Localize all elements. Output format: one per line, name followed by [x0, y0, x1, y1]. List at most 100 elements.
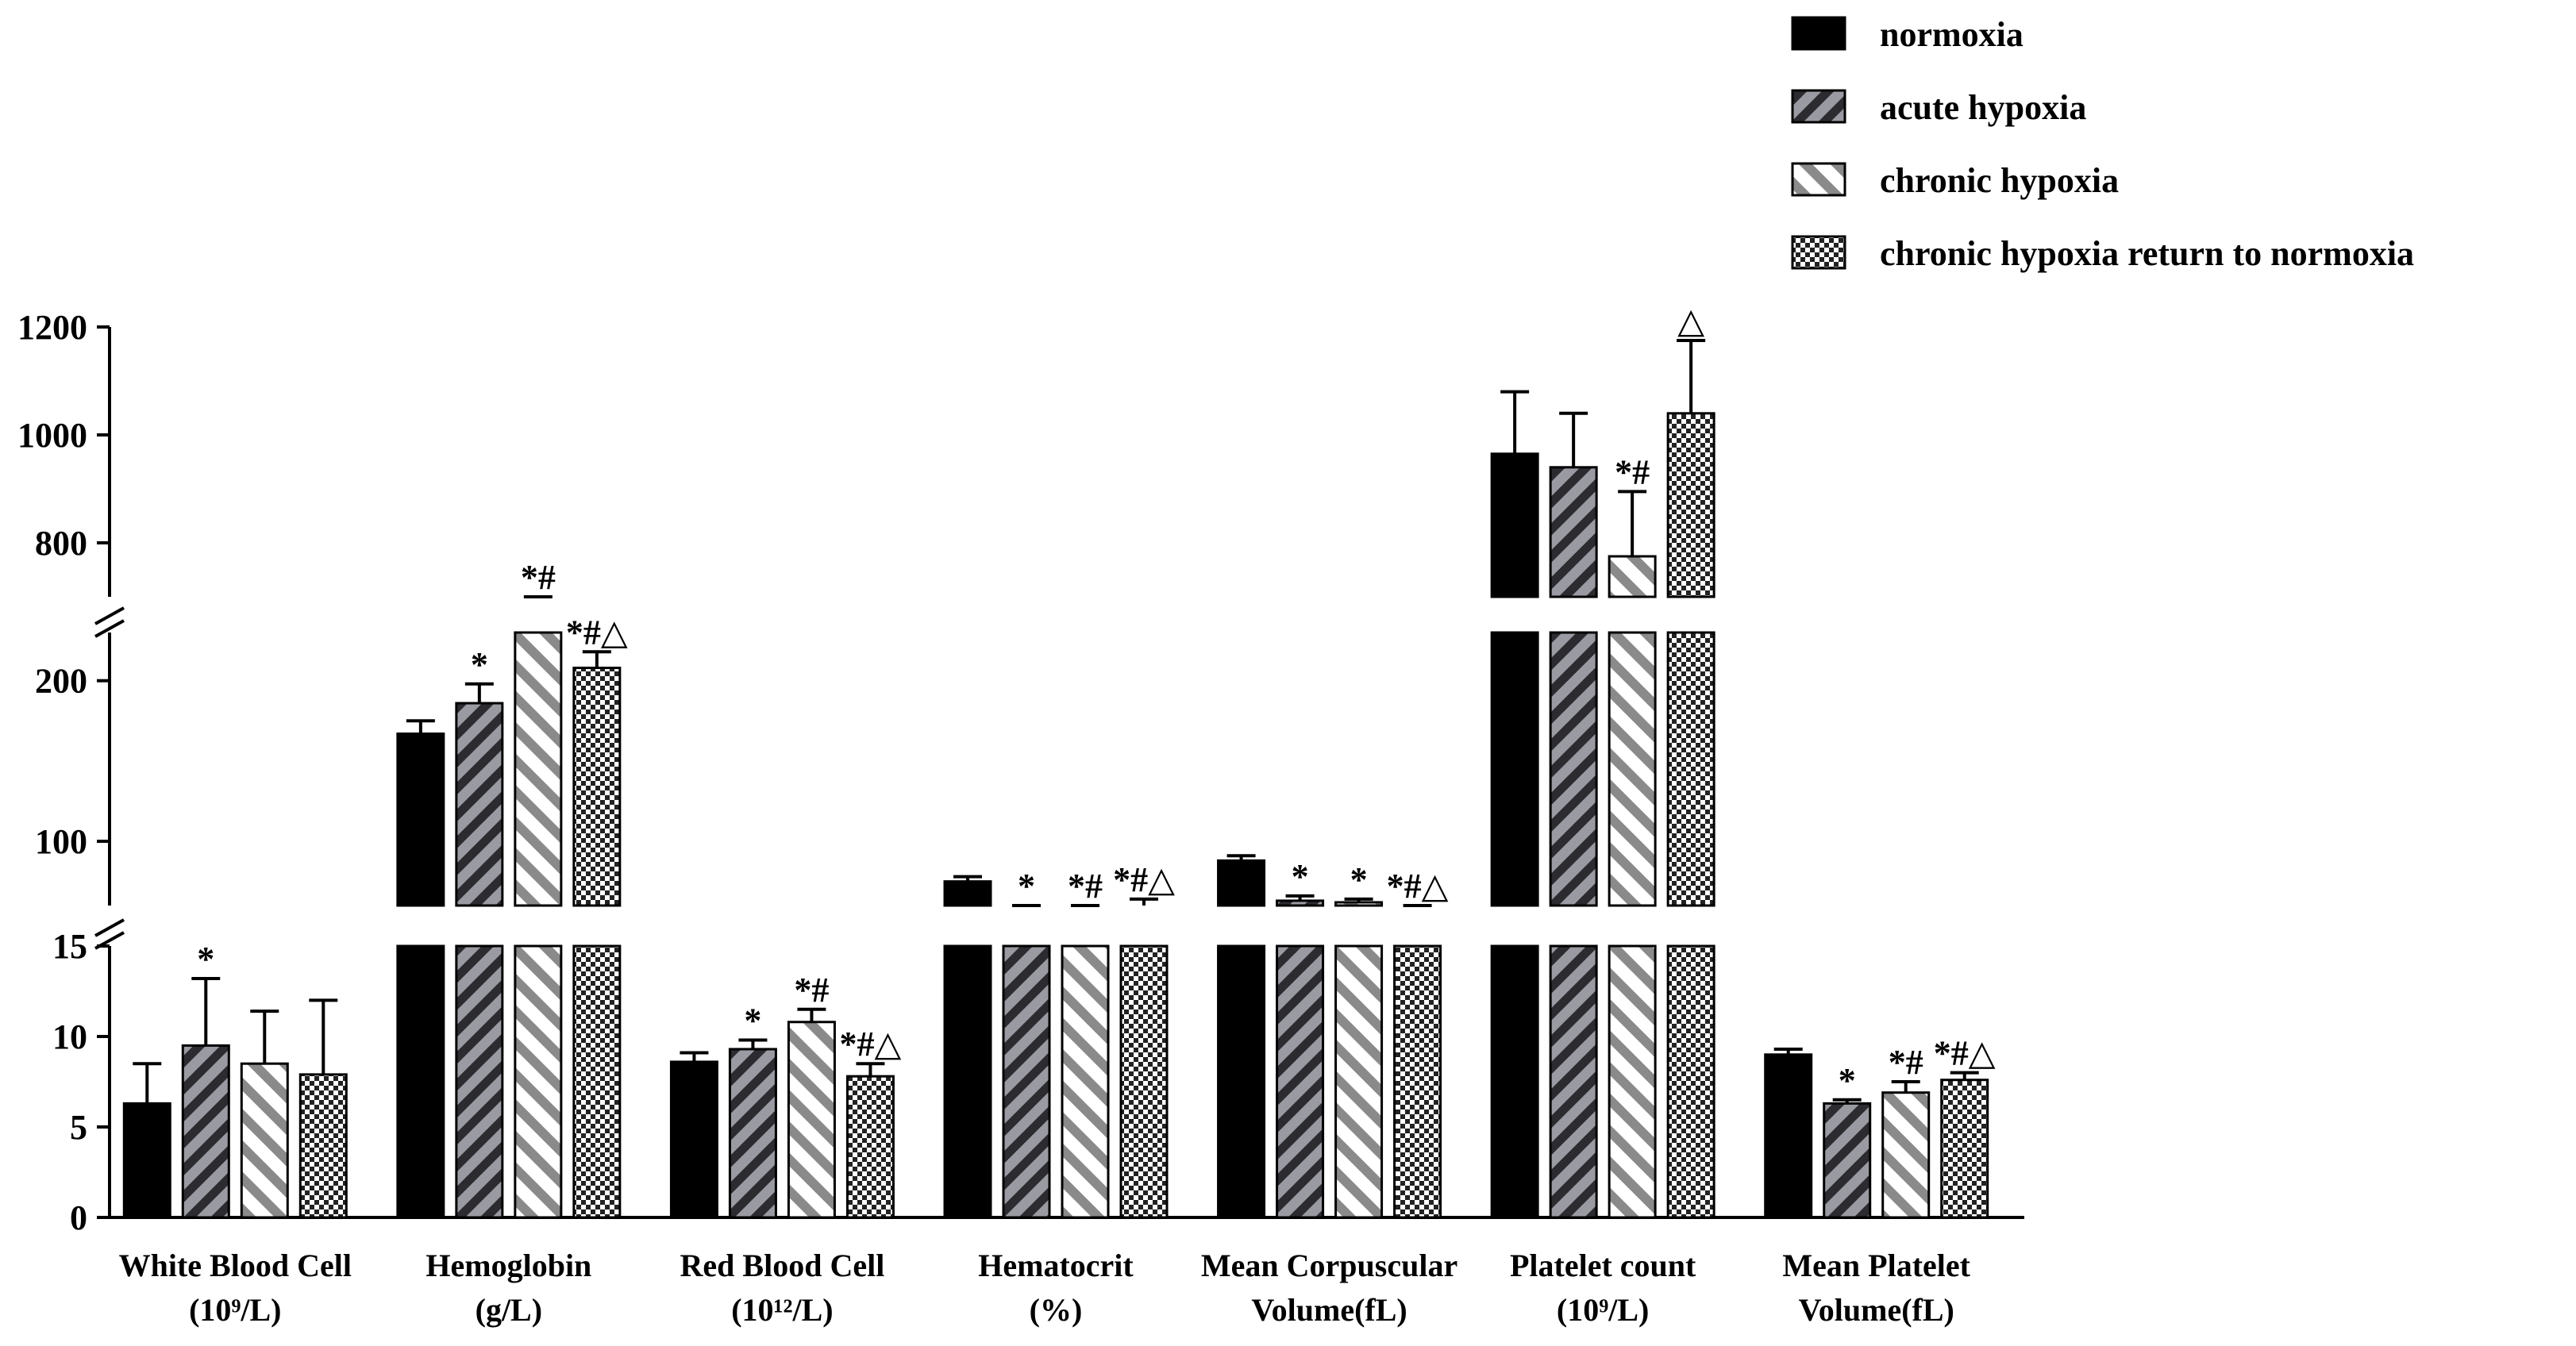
- significance-label: *#: [1889, 1043, 1923, 1082]
- y-tick-label: 800: [35, 524, 87, 563]
- y-tick-label: 1200: [17, 308, 87, 347]
- bar: [240, 1062, 289, 1219]
- bar: [455, 702, 504, 907]
- axis-break-mark: [94, 918, 125, 937]
- category-label: Hemoglobin: [425, 1248, 591, 1283]
- category-label: Hematocrit: [978, 1248, 1134, 1283]
- legend: normoxia acute hypoxia chronic hypoxia chro…: [1791, 15, 2414, 273]
- significance-label: *: [1018, 867, 1035, 906]
- significance-label: *: [1292, 857, 1309, 896]
- bar: [1490, 944, 1539, 1219]
- bar: [514, 631, 563, 907]
- category-unit-label: Volume(fL): [1799, 1292, 1954, 1328]
- y-tick-label: 10: [52, 1017, 87, 1056]
- significance-label: *#: [794, 971, 829, 1010]
- category-unit-label: (%): [1030, 1292, 1083, 1328]
- bar: [1549, 631, 1598, 907]
- significance-label: *#△: [1387, 867, 1449, 906]
- y-tick-label: 15: [52, 927, 87, 966]
- bars: ***#*#△**#*#△* *# *#△ * * *#△*#△* *# *#△: [122, 302, 1996, 1219]
- bar: [1549, 466, 1598, 598]
- bar: [122, 1102, 171, 1219]
- significance-label: *#△: [566, 613, 628, 652]
- bar: [1061, 944, 1110, 1219]
- bar: [1666, 944, 1715, 1219]
- bar: [396, 944, 445, 1219]
- y-tick-label: 1000: [17, 416, 87, 455]
- bar: [787, 1021, 836, 1219]
- significance-label: *: [197, 940, 214, 979]
- category-label: Red Blood Cell: [680, 1248, 885, 1283]
- bar: [1608, 944, 1657, 1219]
- legend-label: chronic hypoxia: [1880, 161, 2119, 200]
- bar: [1217, 859, 1266, 907]
- bar: [572, 667, 622, 907]
- bar: [396, 732, 445, 907]
- bar: [943, 944, 992, 1219]
- category-label: Platelet count: [1510, 1248, 1696, 1283]
- legend-swatch: [1791, 16, 1846, 51]
- significance-label: *#: [521, 558, 556, 597]
- category-label: White Blood Cell: [119, 1248, 352, 1283]
- bar: [943, 880, 992, 907]
- bar: [572, 944, 622, 1219]
- bar: [1002, 944, 1051, 1219]
- y-tick-label: 0: [70, 1198, 87, 1237]
- bar: [1276, 944, 1325, 1219]
- y-tick-label: 100: [35, 822, 87, 861]
- y-tick-label: 5: [70, 1108, 87, 1147]
- bar: [1608, 555, 1657, 598]
- significance-label: *#△: [840, 1025, 902, 1063]
- significance-label: *: [744, 1002, 761, 1040]
- bar: [728, 1048, 777, 1219]
- bar: [1764, 1053, 1813, 1219]
- bar: [1490, 631, 1539, 907]
- category-unit-label: (g/L): [476, 1292, 542, 1328]
- bar: [1119, 944, 1169, 1219]
- bar: [1608, 631, 1657, 907]
- significance-label: *#△: [1113, 860, 1175, 899]
- bar: [298, 1073, 348, 1219]
- legend-swatch: [1791, 235, 1846, 270]
- legend-swatch: [1791, 162, 1846, 197]
- significance-label: *: [1350, 860, 1368, 899]
- bar: [455, 944, 504, 1219]
- category-labels: White Blood Cell (10⁹/L) Hemoglobin (g/L) Re…: [119, 1248, 1971, 1328]
- bar: [1334, 944, 1384, 1219]
- bar: [1334, 901, 1384, 907]
- bar: [845, 1075, 895, 1219]
- significance-label: *#: [1615, 452, 1650, 491]
- category-label: Mean Platelet: [1782, 1248, 1970, 1283]
- significance-label: *: [1839, 1061, 1856, 1100]
- bar: [1217, 944, 1266, 1219]
- bar: [1549, 944, 1598, 1219]
- axis-break-mark: [94, 619, 125, 638]
- bar: [1666, 412, 1715, 598]
- y-tick-label: 200: [35, 662, 87, 701]
- bar: [1393, 944, 1442, 1219]
- category-unit-label: (10⁹/L): [189, 1292, 281, 1328]
- axis-break-mark: [94, 606, 125, 625]
- bar: [1490, 452, 1539, 598]
- significance-label: *#: [1068, 867, 1103, 906]
- category-unit-label: (10⁹/L): [1557, 1292, 1649, 1328]
- bar: [669, 1060, 718, 1219]
- significance-label: *: [471, 645, 488, 684]
- legend-label: acute hypoxia: [1880, 88, 2086, 127]
- bar: [1881, 1091, 1931, 1219]
- bar: [514, 944, 563, 1219]
- category-unit-label: (10¹²/L): [731, 1292, 833, 1328]
- legend-label: chronic hypoxia return to normoxia: [1880, 234, 2414, 273]
- bar: [181, 1044, 230, 1219]
- legend-swatch: [1791, 89, 1846, 124]
- bar: [1276, 899, 1325, 907]
- category-unit-label: Volume(fL): [1251, 1292, 1407, 1328]
- category-label: Mean Corpuscular: [1201, 1248, 1457, 1283]
- bar: [1823, 1102, 1872, 1219]
- bar: [1666, 631, 1715, 907]
- axis-break-mark: [94, 931, 125, 950]
- legend-label: normoxia: [1880, 15, 2023, 54]
- significance-label: △: [1677, 302, 1704, 340]
- bar: [1940, 1079, 1989, 1219]
